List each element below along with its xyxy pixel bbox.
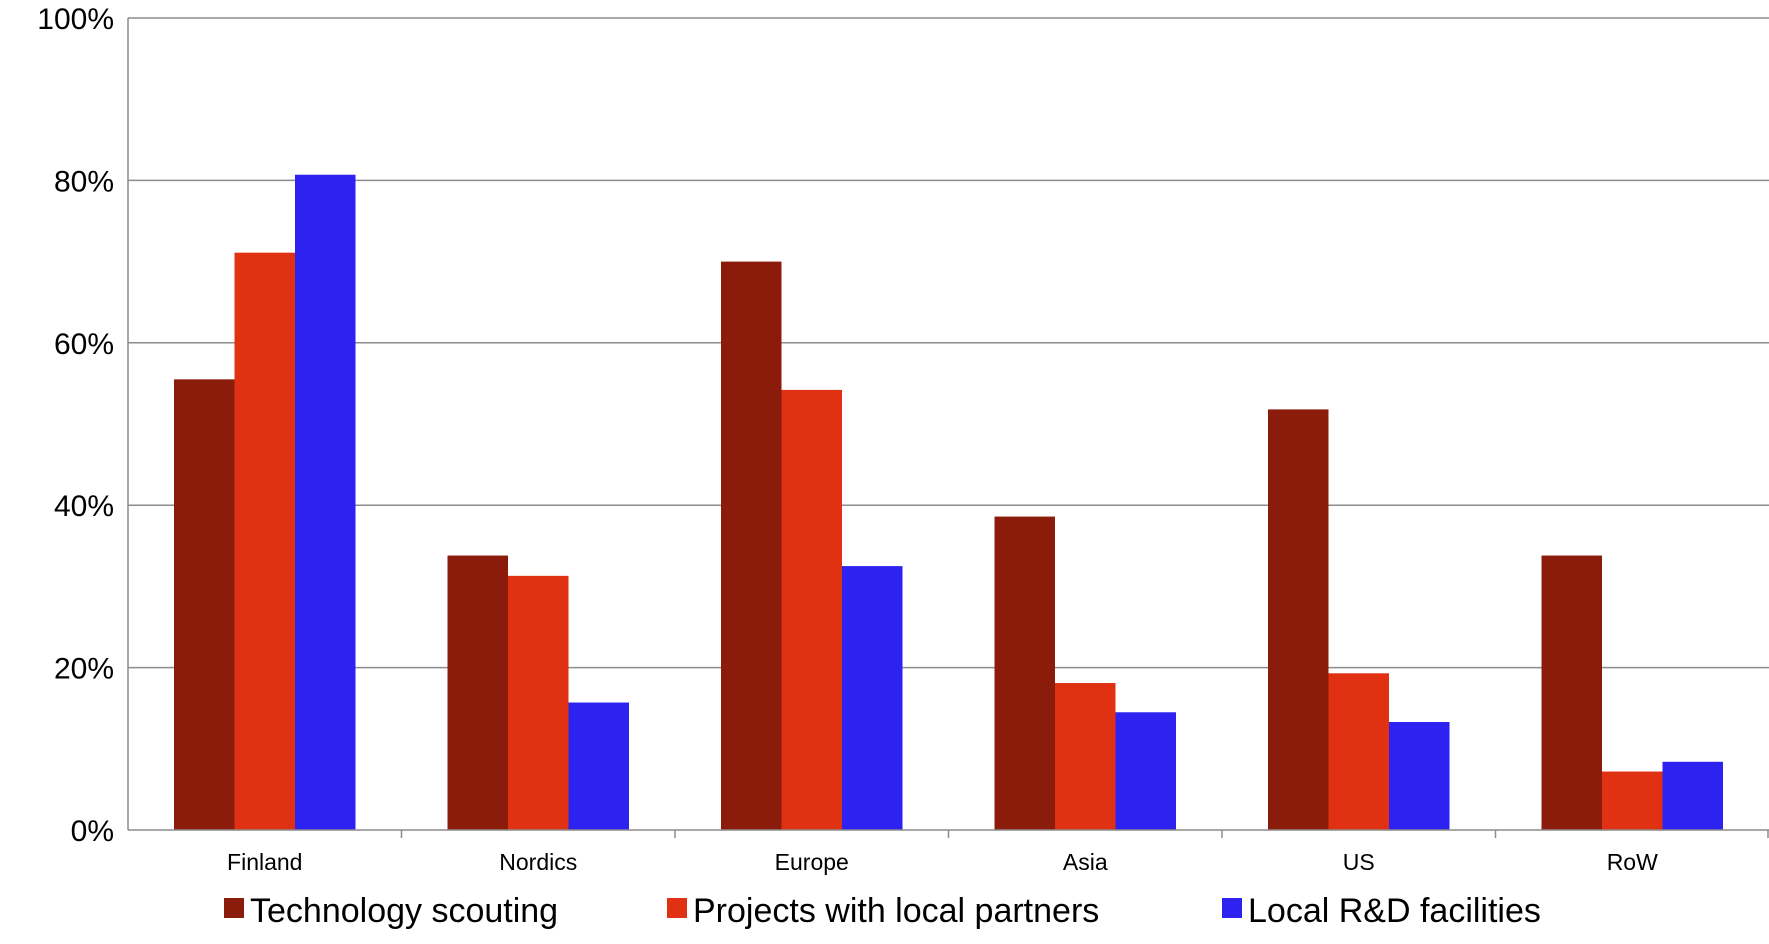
- legend-label: Local R&D facilities: [1248, 892, 1541, 930]
- bar-us-series-2: [1389, 722, 1450, 830]
- gridlines: [128, 17, 1769, 669]
- legend-label: Technology scouting: [250, 892, 558, 930]
- x-tick-label: RoW: [1607, 849, 1658, 875]
- legend-label: Projects with local partners: [693, 892, 1099, 930]
- y-tick-label: 80%: [54, 165, 114, 198]
- bar-row-series-1: [1602, 771, 1663, 830]
- legend-swatch: [224, 898, 244, 918]
- x-tick-label: Asia: [1063, 849, 1108, 875]
- y-tick-label: 40%: [54, 490, 114, 523]
- x-tick-label: Finland: [227, 849, 302, 875]
- bars: [174, 174, 1723, 831]
- bar-europe-series-0: [721, 261, 782, 831]
- legend: Technology scouting Projects with local p…: [224, 892, 1541, 930]
- x-tick-label: Europe: [775, 849, 849, 875]
- bar-nordics-series-2: [568, 702, 629, 830]
- bar-row-series-0: [1541, 555, 1602, 830]
- bar-finland-series-0: [174, 379, 235, 830]
- bar-asia-series-1: [1055, 683, 1116, 830]
- legend-swatch: [667, 898, 687, 918]
- bar-nordics-series-0: [447, 555, 508, 830]
- bar-europe-series-1: [781, 389, 842, 830]
- y-tick-label: 20%: [54, 653, 114, 686]
- y-tick-label: 60%: [54, 328, 114, 361]
- y-tick-label: 0%: [71, 815, 114, 848]
- legend-swatch: [1222, 898, 1242, 918]
- bar-row-series-2: [1662, 761, 1723, 830]
- bar-finland-series-2: [295, 174, 356, 830]
- bar-finland-series-1: [234, 252, 295, 831]
- x-tick-label: US: [1343, 849, 1375, 875]
- axes: 0% 20% 40% 60% 80% 100% Finland Nordics Europe As…: [37, 3, 1769, 875]
- bar-us-series-0: [1268, 409, 1329, 830]
- bar-nordics-series-1: [508, 575, 569, 830]
- y-tick-label: 100%: [37, 3, 114, 36]
- bar-europe-series-2: [842, 566, 903, 830]
- x-tick-label: Nordics: [499, 849, 577, 875]
- bar-us-series-1: [1328, 673, 1389, 830]
- bar-asia-series-2: [1115, 712, 1176, 830]
- bar-asia-series-0: [994, 516, 1055, 830]
